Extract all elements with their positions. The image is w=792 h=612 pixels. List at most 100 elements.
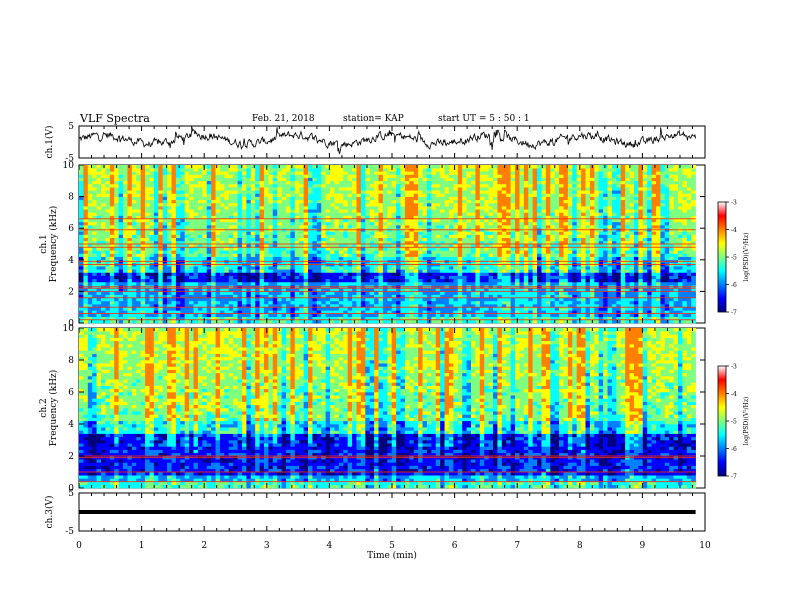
spectrogram-cell [158, 278, 163, 283]
spectrogram-cell [92, 256, 97, 261]
spectrogram-cell [523, 316, 529, 321]
spectrogram-cell [92, 294, 97, 299]
spectrogram-cell [404, 278, 410, 283]
spectrogram-cell [616, 272, 622, 276]
spectrogram-cell [611, 304, 617, 308]
spectrogram-cell [382, 221, 388, 226]
spectrogram-cell [202, 256, 208, 261]
spectrogram-cell [374, 253, 379, 257]
spectrogram-cell [537, 231, 542, 235]
spectrogram-cell [563, 313, 569, 317]
spectrogram-cell [616, 313, 622, 317]
spectrogram-cell [131, 247, 137, 251]
spectrogram-cell [356, 304, 362, 308]
spectrogram-cell [299, 307, 304, 311]
spectrogram-cell [255, 240, 260, 245]
spectrogram-cell [162, 256, 168, 261]
spectrogram-cell [338, 250, 344, 254]
spectrogram-cell [493, 231, 498, 235]
spectrogram-cell [241, 297, 247, 302]
spectrogram-cell [387, 209, 393, 213]
spectrogram-cell [352, 297, 357, 302]
spectrogram-cell [638, 215, 644, 220]
spectrogram-cell [290, 244, 296, 248]
spectrogram-cell [440, 237, 445, 242]
spectrogram-cell [647, 281, 652, 286]
spectrogram-cell [400, 247, 406, 251]
spectrogram-cell [272, 272, 278, 276]
spectrogram-cell [255, 247, 260, 251]
spectrogram-cell [79, 313, 84, 317]
spectrogram-cell [453, 316, 459, 321]
spectrogram-cell [435, 304, 441, 308]
spectrogram-cell [286, 316, 291, 321]
spectrogram-cell [550, 240, 555, 245]
spectrogram-cell [228, 288, 234, 292]
spectrogram-cell [321, 215, 326, 220]
spectrogram-cell [233, 247, 238, 251]
spectrogram-cell [277, 294, 282, 299]
spectrogram-cell [470, 319, 476, 324]
spectrogram-cell [669, 266, 674, 270]
spectrogram-cell [589, 231, 595, 235]
spectrogram-cell [581, 297, 586, 302]
spectrogram-cell [620, 250, 626, 254]
spectrogram-cell [272, 316, 278, 321]
spectrogram-cell [286, 313, 291, 317]
spectrogram-cell [611, 237, 617, 242]
spectrogram-cell [603, 215, 608, 220]
spectrogram-cell [382, 275, 388, 280]
spectrogram-cell [501, 250, 507, 254]
spectrogram-cell [268, 221, 274, 226]
spectrogram-cell [682, 218, 688, 223]
spectrogram-cell [158, 234, 163, 238]
spectrogram-cell [664, 313, 670, 317]
spectrogram-cell [356, 253, 362, 257]
spectrogram-cell [153, 253, 159, 257]
spectrogram-cell [79, 237, 84, 242]
spectrogram-cell [488, 310, 494, 314]
spectrogram-cell [378, 316, 384, 321]
spectrogram-cell [149, 231, 155, 235]
spectrogram-cell [338, 269, 344, 273]
spectrogram-cell [611, 221, 617, 226]
spectrogram-cell [655, 307, 661, 311]
spectrogram-cell [153, 250, 159, 254]
spectrogram-cell [510, 297, 516, 302]
spectrogram-cell [290, 297, 296, 302]
spectrogram-cell [237, 300, 243, 305]
spectrogram-cell [431, 234, 437, 238]
spectrogram-cell [241, 278, 247, 283]
spectrogram-cell [92, 272, 97, 276]
spectrogram-cell [272, 221, 278, 226]
spectrogram-cell [338, 234, 344, 238]
spectrogram-cell [250, 272, 256, 276]
spectrogram-cell [365, 281, 370, 286]
spectrogram-cell [233, 266, 238, 270]
spectrogram-cell [440, 215, 445, 220]
spectrogram-cell [523, 225, 529, 229]
spectrogram-cell [263, 266, 269, 270]
spectrogram-cell [585, 221, 591, 226]
spectrogram-cell [607, 237, 613, 242]
spectrogram-cell [435, 234, 441, 238]
spectrogram-cell [576, 300, 582, 305]
spectrogram-cell [506, 244, 511, 248]
spectrogram-cell [321, 240, 326, 245]
spectrogram-cell [83, 272, 89, 276]
spectrogram-cell [374, 278, 379, 283]
spectrogram-cell [343, 291, 348, 295]
spectrogram-cell [233, 240, 238, 245]
spectrogram-cell [607, 250, 613, 254]
spectrogram-cell [334, 281, 340, 286]
spectrogram-cell [620, 215, 626, 220]
spectrogram-cell [259, 291, 265, 295]
spectrogram-cell [83, 266, 89, 270]
spectrogram-cell [378, 281, 384, 286]
spectrogram-cell [352, 281, 357, 286]
spectrogram-cell [308, 288, 313, 292]
spectrogram-cell [356, 266, 362, 270]
spectrogram-cell [79, 231, 84, 235]
spectrogram-cell [101, 288, 106, 292]
spectrogram-cell [453, 275, 459, 280]
